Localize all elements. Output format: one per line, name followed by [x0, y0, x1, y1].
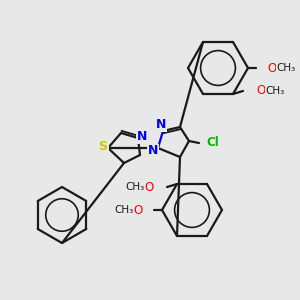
Text: O: O [144, 181, 154, 194]
Text: S: S [98, 140, 107, 152]
Text: O: O [267, 61, 277, 74]
Text: CH₃: CH₃ [114, 205, 134, 215]
Text: Cl: Cl [207, 136, 219, 149]
Text: CH₃: CH₃ [125, 182, 145, 192]
Text: N: N [156, 118, 166, 130]
Text: CH₃: CH₃ [276, 63, 296, 73]
Text: O: O [134, 203, 142, 217]
Text: N: N [148, 145, 158, 158]
Text: N: N [137, 130, 147, 142]
Text: CH₃: CH₃ [266, 86, 285, 96]
Text: O: O [256, 85, 266, 98]
